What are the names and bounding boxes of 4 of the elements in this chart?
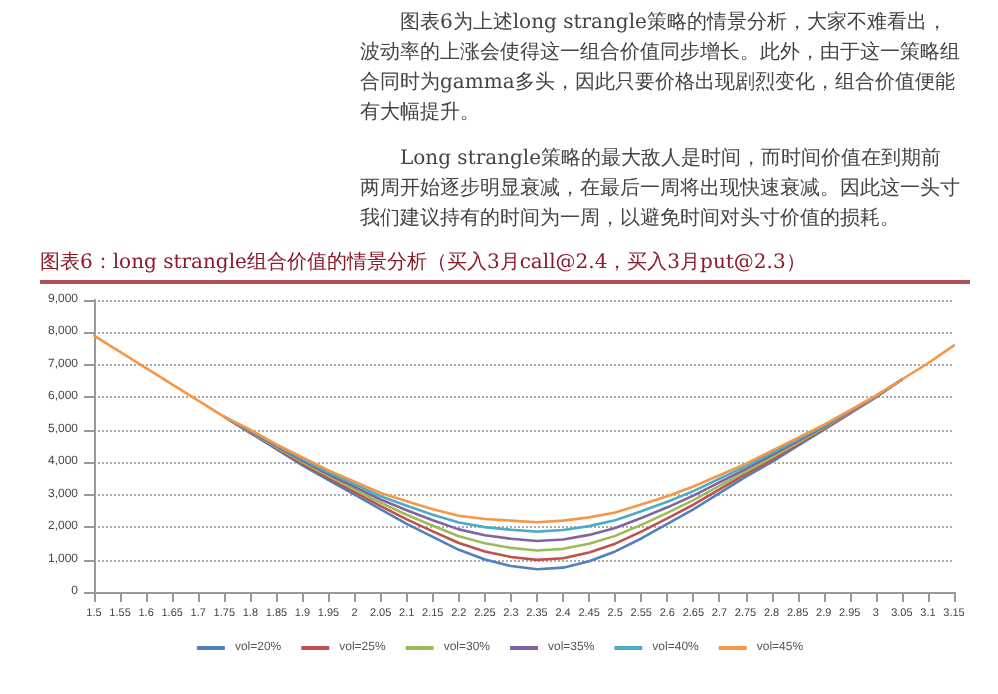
line-series: [92, 334, 956, 524]
text: Long strangle策略的最大敌人是时间，而时间价值在到期前两周开始逐步明显衰减，在最后一周将出现快速衰减。因此这一头寸我们建议持有的时间为一周，以避免时间对头寸价值的损耗。: [360, 145, 960, 234]
chart-title: 图表6：long strangle组合价值的情景分析（买入3月call@2.4，买入3月put@2.3）: [40, 248, 970, 284]
text: 图表6为上述long strangle策略的情景分析，大家不难看出，波动率的上涨会使得这一组合价值同步增长。此外，由于这一策略组合同时为gamma多头，因此只要价格出现剧烈变化，组合价值便能有大幅提升。: [360, 9, 960, 128]
